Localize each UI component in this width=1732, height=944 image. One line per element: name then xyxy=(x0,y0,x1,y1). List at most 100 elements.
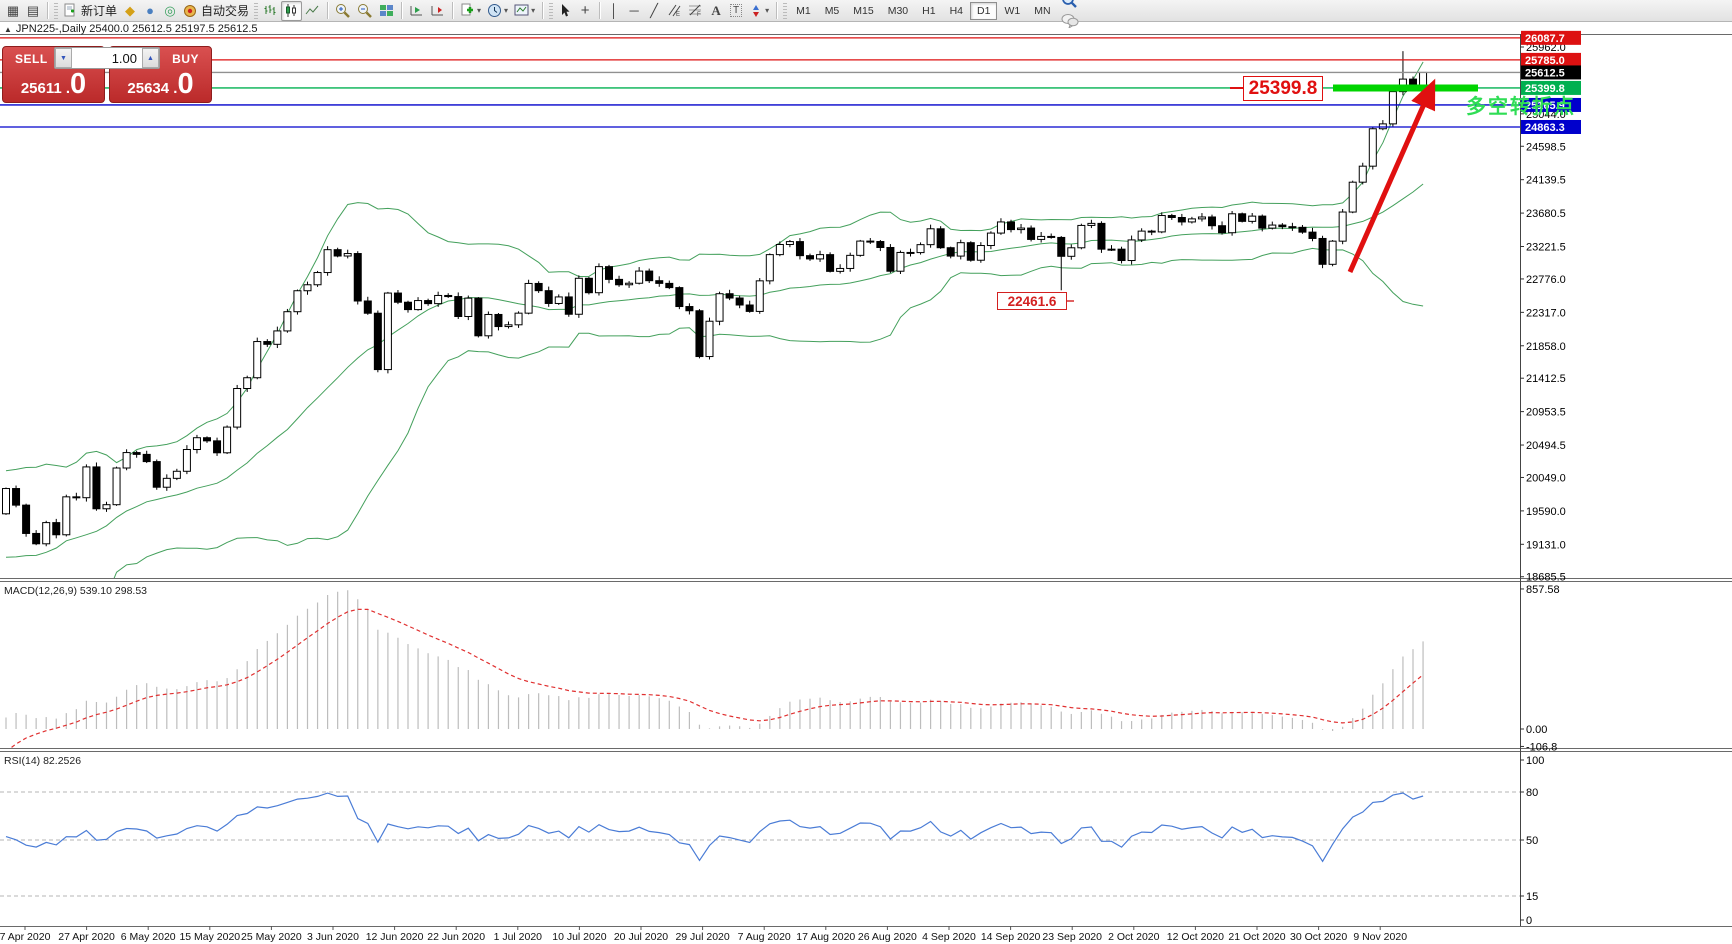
svg-text:4 Sep 2020: 4 Sep 2020 xyxy=(922,931,976,943)
signals-button[interactable]: ◎ xyxy=(160,1,180,21)
timeframe-m1-button[interactable]: M1 xyxy=(796,4,811,17)
pane-borders xyxy=(0,34,1732,927)
candlestick-chart-button[interactable] xyxy=(281,0,303,21)
text-label-tool-button[interactable]: T xyxy=(726,1,746,21)
zoom-out-button[interactable] xyxy=(354,1,376,21)
sell-label: SELL xyxy=(15,52,48,66)
rsi-indicator-label: RSI(14) 82.2526 xyxy=(4,755,82,767)
timeframe-h1-button[interactable]: H1 xyxy=(922,4,936,17)
trendline-tool-button[interactable]: ╱ xyxy=(644,1,664,21)
bollinger-middle-band xyxy=(5,183,1424,558)
macd-indicator-label: MACD(12,26,9) 539.10 298.53 xyxy=(4,585,148,597)
vertical-line-icon: │ xyxy=(610,3,619,18)
date-axis[interactable]: 7 Apr 2020 27 Apr 2020 6 May 2020 15 May 20… xyxy=(0,926,1407,943)
search-button[interactable] xyxy=(1058,0,1082,11)
svg-text:21412.5: 21412.5 xyxy=(1526,373,1566,385)
timeframe-m5-button[interactable]: M5 xyxy=(824,4,840,17)
channel-tool-button[interactable]: E xyxy=(664,1,685,21)
svg-text:25962.0: 25962.0 xyxy=(1526,42,1566,54)
dropdown-caret: ▾ xyxy=(477,6,482,15)
zoom-in-button[interactable] xyxy=(332,1,354,21)
line-chart-button[interactable] xyxy=(302,1,323,21)
svg-text:19131.0: 19131.0 xyxy=(1526,539,1566,551)
arrows-tool-button[interactable]: ▾ xyxy=(746,1,772,21)
collapse-marker-icon[interactable]: ▲ xyxy=(4,24,12,34)
svg-text:12 Jun 2020: 12 Jun 2020 xyxy=(366,931,424,943)
timeframe-d1-button[interactable]: D1 xyxy=(970,1,998,20)
svg-text:20 Jul 2020: 20 Jul 2020 xyxy=(614,931,668,943)
fibonacci-tool-button[interactable]: F xyxy=(685,1,706,21)
market-button[interactable]: ● xyxy=(140,1,160,21)
tile-windows-icon xyxy=(380,5,394,16)
rsi-pane[interactable] xyxy=(0,791,1520,897)
volume-input[interactable] xyxy=(72,48,142,68)
svg-text:25785.0: 25785.0 xyxy=(1525,55,1565,67)
community-button[interactable] xyxy=(1058,11,1082,31)
main-chart-pane[interactable] xyxy=(0,37,1520,645)
timeframe-m30-button[interactable]: M30 xyxy=(887,4,909,17)
svg-text:-106.8: -106.8 xyxy=(1526,741,1557,753)
vertical-line-tool-button[interactable]: │ xyxy=(604,1,624,21)
chat-bubbles-icon xyxy=(1061,14,1079,28)
volume-decrease-button[interactable]: ▼ xyxy=(55,48,72,68)
profiles-icon: ▤ xyxy=(26,2,40,18)
svg-text:20953.5: 20953.5 xyxy=(1526,407,1566,419)
new-order-button[interactable]: 新订单 xyxy=(60,1,120,21)
zoom-in-icon xyxy=(336,3,350,18)
templates-menu-button[interactable]: ▾ xyxy=(511,1,538,21)
svg-text:100: 100 xyxy=(1526,755,1544,767)
turning-point-annotation[interactable]: 多空转折点 xyxy=(1466,96,1576,118)
trend-arrow[interactable] xyxy=(1347,78,1436,274)
text-tool-button[interactable]: A xyxy=(706,1,726,21)
timeframe-m15-button[interactable]: M15 xyxy=(853,4,874,17)
tile-windows-button[interactable] xyxy=(376,1,397,21)
timeframe-h4-button[interactable]: H4 xyxy=(949,4,964,17)
dropdown-caret: ▾ xyxy=(531,6,536,15)
search-icon xyxy=(1062,0,1077,8)
svg-text:7 Aug 2020: 7 Aug 2020 xyxy=(738,931,791,943)
macd-pane[interactable] xyxy=(5,590,1424,751)
indicators-menu-button[interactable]: ▾ xyxy=(457,1,484,21)
signals-icon: ◎ xyxy=(164,2,176,18)
resistance-price-annotation[interactable]: 25399.8 xyxy=(1243,76,1323,101)
buy-price: 25634 .0 xyxy=(127,68,194,100)
metaeditor-button[interactable]: ◆ xyxy=(120,1,140,21)
timeframe-mn-button[interactable]: MN xyxy=(1034,4,1051,17)
auto-scroll-button[interactable] xyxy=(406,1,427,21)
svg-text:17 Aug 2020: 17 Aug 2020 xyxy=(796,931,855,943)
svg-text:9 Nov 2020: 9 Nov 2020 xyxy=(1353,931,1407,943)
svg-text:21858.0: 21858.0 xyxy=(1526,341,1566,353)
profiles-button[interactable]: ▤ xyxy=(23,1,43,21)
svg-text:15: 15 xyxy=(1526,891,1538,903)
svg-text:22776.0: 22776.0 xyxy=(1526,274,1566,286)
timeframe-w1-button[interactable]: W1 xyxy=(1004,4,1021,17)
resistance-zone-bar[interactable] xyxy=(1333,84,1478,92)
volume-increase-button[interactable]: ▲ xyxy=(142,48,159,68)
price-tag-25399.8 xyxy=(1521,80,1581,95)
trendline-icon: ╱ xyxy=(650,2,658,18)
price-tag-25785.0 xyxy=(1521,52,1581,67)
price-axis[interactable]: 25962.025044.024598.524139.523680.523221… xyxy=(1520,30,1581,927)
bar-chart-button[interactable] xyxy=(260,1,281,21)
svg-text:23 Sep 2020: 23 Sep 2020 xyxy=(1042,931,1102,943)
svg-text:0.00: 0.00 xyxy=(1526,724,1547,736)
svg-text:20494.5: 20494.5 xyxy=(1526,440,1566,452)
cursor-tool-button[interactable] xyxy=(555,1,575,21)
svg-text:22 Jun 2020: 22 Jun 2020 xyxy=(427,931,485,943)
chart-shift-button[interactable] xyxy=(427,1,448,21)
autotrading-button[interactable]: 自动交易 xyxy=(180,1,252,21)
sell-button[interactable]: SELL 25611 .0 xyxy=(2,46,105,103)
periods-menu-button[interactable]: ▾ xyxy=(484,1,511,21)
zoom-out-icon xyxy=(358,3,372,18)
templates-icon xyxy=(514,4,529,16)
support-price-annotation[interactable]: 22461.6 xyxy=(997,292,1067,310)
svg-text:27 Apr 2020: 27 Apr 2020 xyxy=(58,931,115,943)
svg-text:23221.5: 23221.5 xyxy=(1526,242,1566,254)
svg-text:24139.5: 24139.5 xyxy=(1526,175,1566,187)
new-chart-button[interactable]: ▦ xyxy=(3,1,23,21)
crosshair-tool-button[interactable]: + xyxy=(575,1,595,21)
volume-control: ▼ ▲ xyxy=(54,47,160,69)
horizontal-line-tool-button[interactable]: ─ xyxy=(624,1,644,21)
market-icon: ● xyxy=(146,3,154,18)
